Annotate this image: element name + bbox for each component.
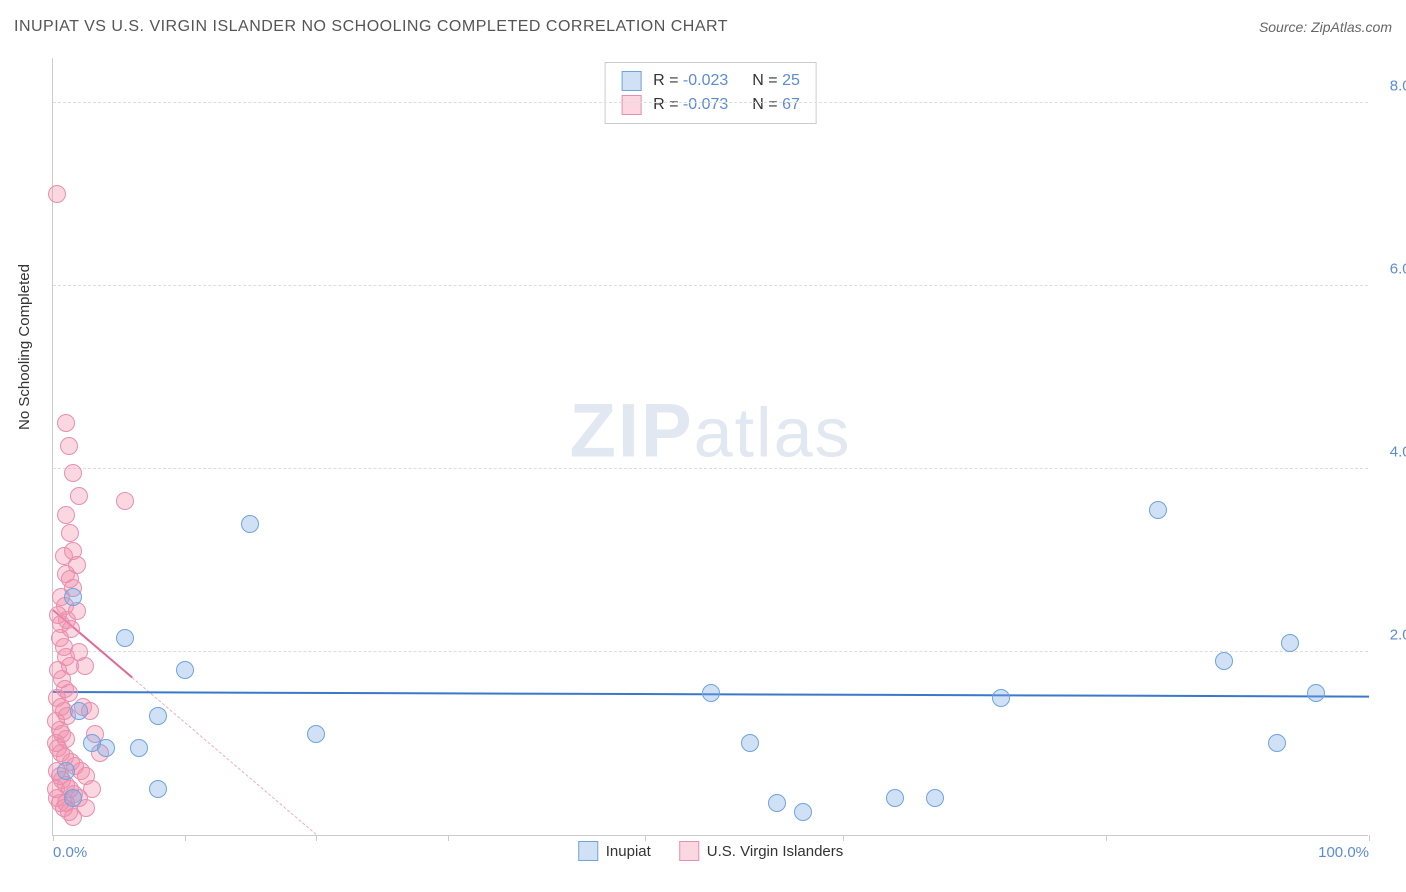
point-inupiat [1215,652,1233,670]
point-usvi [83,780,101,798]
point-usvi [60,437,78,455]
point-inupiat [741,734,759,752]
point-usvi [52,615,70,633]
point-inupiat [1307,684,1325,702]
point-inupiat [1268,734,1286,752]
x-tick [1369,835,1370,841]
legend-n-label: N = 67 [752,96,800,114]
legend-stat-row: R = -0.073 N = 67 [621,93,800,117]
x-tick [843,835,844,841]
watermark: ZIPatlas [569,387,851,474]
point-inupiat [70,702,88,720]
point-inupiat [149,707,167,725]
plot-area: ZIPatlas R = -0.023 N = 25 R = -0.073 N = 6… [52,58,1368,836]
point-inupiat [64,588,82,606]
y-tick-label: 8.0% [1390,77,1406,94]
point-usvi [48,185,66,203]
point-inupiat [794,803,812,821]
y-axis-label: No Schooling Completed [16,264,33,430]
x-tick [185,835,186,841]
gridline [53,468,1368,469]
point-inupiat [307,725,325,743]
point-inupiat [176,661,194,679]
legend-series-label: U.S. Virgin Islanders [707,843,843,860]
legend-swatch [621,95,641,115]
x-tick-label: 100.0% [1318,844,1369,861]
point-usvi [64,464,82,482]
point-usvi [57,414,75,432]
gridline [53,285,1368,286]
point-usvi [61,524,79,542]
legend-swatch [578,841,598,861]
trend-line-dashed [132,677,317,835]
point-inupiat [83,734,101,752]
legend-swatch [621,71,641,91]
x-tick [448,835,449,841]
point-usvi [64,808,82,826]
legend-n-label: N = 25 [752,72,800,90]
point-inupiat [886,789,904,807]
point-inupiat [57,762,75,780]
point-usvi [116,492,134,510]
legend-r-label: R = -0.073 [653,96,728,114]
point-inupiat [116,629,134,647]
point-usvi [70,487,88,505]
point-inupiat [1281,634,1299,652]
point-usvi [47,780,65,798]
legend-swatch [679,841,699,861]
x-tick [1106,835,1107,841]
x-tick [316,835,317,841]
point-inupiat [149,780,167,798]
chart-title: INUPIAT VS U.S. VIRGIN ISLANDER NO SCHOO… [14,18,728,36]
y-tick-label: 4.0% [1390,443,1406,460]
legend-stat-row: R = -0.023 N = 25 [621,69,800,93]
legend-stats: R = -0.023 N = 25 R = -0.073 N = 67 [604,62,817,124]
source-label: Source: ZipAtlas.com [1259,19,1392,35]
x-tick-label: 0.0% [53,844,87,861]
point-usvi [57,506,75,524]
point-inupiat [992,689,1010,707]
point-usvi [68,556,86,574]
x-tick [53,835,54,841]
point-inupiat [926,789,944,807]
point-usvi [76,657,94,675]
point-inupiat [702,684,720,702]
legend-series: Inupiat U.S. Virgin Islanders [578,841,844,861]
point-inupiat [1149,501,1167,519]
y-tick-label: 6.0% [1390,260,1406,277]
point-inupiat [130,739,148,757]
legend-series-label: Inupiat [606,843,651,860]
legend-series-item: U.S. Virgin Islanders [679,841,843,861]
gridline [53,102,1368,103]
point-inupiat [768,794,786,812]
gridline [53,651,1368,652]
y-tick-label: 2.0% [1390,626,1406,643]
x-tick [645,835,646,841]
point-inupiat [64,789,82,807]
point-inupiat [241,515,259,533]
legend-series-item: Inupiat [578,841,651,861]
legend-r-label: R = -0.023 [653,72,728,90]
